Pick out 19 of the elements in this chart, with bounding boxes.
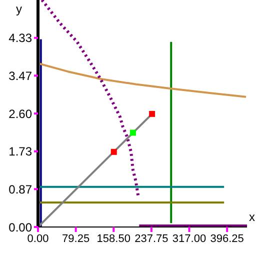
y-tick-label: 4.33 — [8, 31, 32, 46]
line-series — [40, 0, 140, 198]
x-tick-label: 396.25 — [210, 232, 244, 245]
x-tick-label: 158.50 — [96, 232, 130, 245]
x-axis-title: x — [249, 210, 255, 224]
x-tick-label: 0.00 — [27, 232, 49, 245]
point — [110, 148, 117, 155]
line-series — [38, 62, 247, 98]
point — [149, 110, 156, 117]
y-tick-label: 0.87 — [8, 182, 32, 196]
y-tick-label: 2.60 — [8, 106, 32, 121]
y-tick-label: 1.73 — [8, 144, 32, 159]
x-tick-label: 237.75 — [134, 232, 168, 245]
x-tick-label: 79.25 — [62, 232, 90, 245]
point — [130, 130, 136, 136]
y-tick-label: 0.00 — [8, 220, 32, 234]
x-tick-label: 317.00 — [172, 232, 206, 245]
y-tick-label: 3.47 — [8, 68, 32, 83]
y-axis-title: y — [16, 2, 22, 16]
